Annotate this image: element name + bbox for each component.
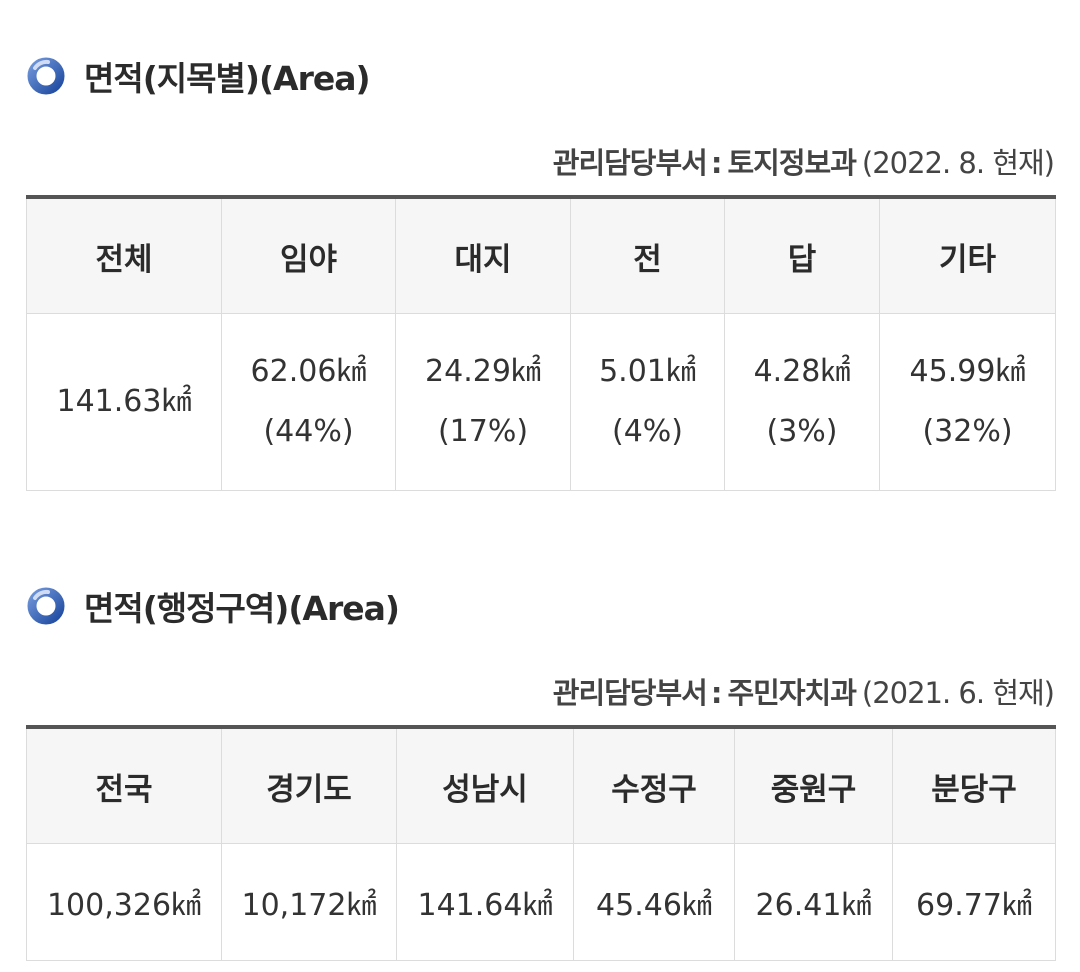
table-row: 100,326㎢ 10,172㎢ 141.64㎢ 45.46㎢ 26.41㎢ 6…: [26, 843, 1056, 961]
area-percent: (44%): [263, 414, 354, 449]
dept-label: 관리담당부서: [552, 676, 708, 710]
table-cell: 24.29㎢ (17%): [395, 313, 571, 491]
area-value: 141.63㎢: [56, 384, 192, 419]
managing-department: 관리담당부서: 주민자치과 (2021. 6. 현재): [552, 670, 1055, 712]
area-percent: (3%): [766, 414, 838, 449]
area-percent: (4%): [611, 414, 683, 449]
dept-name: 토지정보과: [727, 146, 856, 180]
column-header: 임야: [221, 196, 396, 314]
dept-label: 관리담당부서: [552, 146, 708, 180]
table-cell: 10,172㎢: [221, 843, 397, 961]
column-header: 경기도: [221, 726, 397, 844]
table-cell: 45.99㎢ (32%): [879, 313, 1056, 491]
column-header: 수정구: [573, 726, 735, 844]
admin-area-table: 전국 경기도 성남시 수정구 중원구 분당구 100,326㎢ 10,172㎢ …: [26, 725, 1056, 961]
area-value: 62.06㎢: [250, 354, 367, 389]
table-cell: 62.06㎢ (44%): [221, 313, 396, 491]
section-title: 면적(지목별)(Area): [84, 59, 371, 98]
area-value: 45.99㎢: [909, 354, 1026, 389]
dept-name: 주민자치과: [727, 676, 856, 710]
table-cell: 69.77㎢: [892, 843, 1056, 961]
table-cell: 4.28㎢ (3%): [724, 313, 880, 491]
section-heading: 면적(지목별)(Area): [26, 52, 371, 100]
column-header: 전체: [26, 196, 222, 314]
dept-separator: :: [710, 676, 723, 710]
dept-date: (2022. 8. 현재): [861, 146, 1055, 180]
ring-icon: [27, 587, 65, 625]
dept-date: (2021. 6. 현재): [861, 676, 1055, 710]
column-header: 대지: [395, 196, 571, 314]
area-value: 24.29㎢: [425, 354, 541, 389]
managing-department: 관리담당부서: 토지정보과 (2022. 8. 현재): [552, 140, 1055, 182]
column-header: 전: [570, 196, 725, 314]
area-value: 5.01㎢: [599, 354, 696, 389]
table-cell: 141.64㎢: [396, 843, 574, 961]
section-heading: 면적(행정구역)(Area): [26, 582, 400, 630]
table-header-row: 전국 경기도 성남시 수정구 중원구 분당구: [26, 726, 1056, 844]
dept-separator: :: [710, 146, 723, 180]
table-cell: 5.01㎢ (4%): [570, 313, 725, 491]
column-header: 답: [724, 196, 880, 314]
land-type-area-table: 전체 임야 대지 전 답 기타 141.63㎢ 62.06㎢ (44%) 24.…: [26, 195, 1056, 491]
table-cell: 141.63㎢: [26, 313, 222, 491]
column-header: 중원구: [734, 726, 893, 844]
table-cell: 26.41㎢: [734, 843, 893, 961]
table-header-row: 전체 임야 대지 전 답 기타: [26, 196, 1056, 314]
table-cell: 100,326㎢: [26, 843, 222, 961]
column-header: 분당구: [892, 726, 1056, 844]
table-cell: 45.46㎢: [573, 843, 735, 961]
area-value: 4.28㎢: [753, 354, 851, 389]
column-header: 전국: [26, 726, 222, 844]
section-title: 면적(행정구역)(Area): [84, 589, 400, 628]
column-header: 성남시: [396, 726, 574, 844]
table-row: 141.63㎢ 62.06㎢ (44%) 24.29㎢ (17%) 5.01㎢ …: [26, 313, 1056, 491]
area-percent: (32%): [922, 414, 1013, 449]
ring-icon: [27, 57, 65, 95]
area-percent: (17%): [437, 414, 529, 449]
column-header: 기타: [879, 196, 1056, 314]
